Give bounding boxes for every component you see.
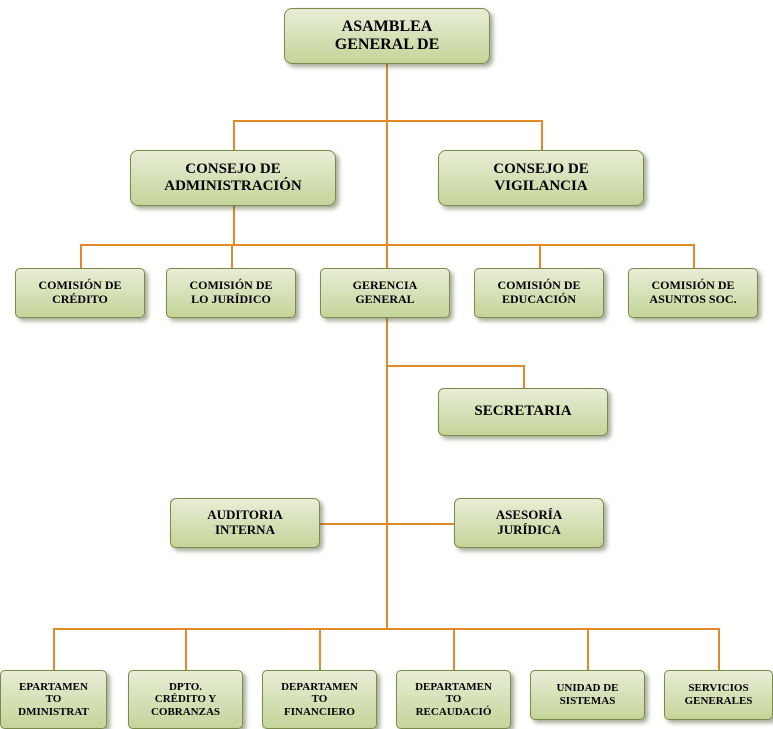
node-consejo_adm: CONSEJO DE ADMINISTRACIÓN [130, 150, 336, 206]
connector [718, 628, 720, 670]
connector [53, 628, 718, 630]
connector [693, 244, 695, 268]
node-label: COMISIÓN DE EDUCACIÓN [497, 279, 580, 307]
connector [587, 628, 589, 670]
node-label: SERVICIOS GENERALES [685, 682, 753, 707]
connector [233, 120, 541, 122]
node-label: COMISIÓN DE CRÉDITO [38, 279, 121, 307]
node-dpto_credito: DPTO. CRÉDITO Y COBRANZAS [128, 670, 243, 729]
node-unidad_sis: UNIDAD DE SISTEMAS [530, 670, 645, 720]
connector [320, 523, 454, 525]
node-dep_rec: DEPARTAMEN TO RECAUDACIÓ [396, 670, 511, 729]
connector [233, 120, 235, 150]
connector [541, 120, 543, 150]
node-label: DEPARTAMEN TO RECAUDACIÓ [415, 681, 492, 719]
connector [453, 628, 455, 670]
node-label: SECRETARIA [474, 403, 571, 420]
node-label: CONSEJO DE ADMINISTRACIÓN [164, 161, 302, 196]
node-dep_admin: EPARTAMEN TO DMINISTRAT [0, 670, 107, 729]
node-label: GERENCIA GENERAL [353, 279, 418, 307]
node-label: DPTO. CRÉDITO Y COBRANZAS [151, 681, 220, 719]
connector [386, 244, 388, 268]
node-label: DEPARTAMEN TO FINANCIERO [281, 681, 358, 719]
connector [80, 244, 82, 268]
connector [319, 628, 321, 670]
node-asamblea: ASAMBLEA GENERAL DE [284, 8, 490, 64]
node-label: CONSEJO DE VIGILANCIA [493, 161, 588, 196]
node-com_juridico: COMISIÓN DE LO JURÍDICO [166, 268, 296, 318]
node-auditoria: AUDITORIA INTERNA [170, 498, 320, 548]
connector [185, 628, 187, 670]
connector [539, 244, 541, 268]
connector [386, 64, 388, 628]
node-serv_gen: SERVICIOS GENERALES [664, 670, 773, 720]
connector [233, 206, 235, 244]
node-label: COMISIÓN DE LO JURÍDICO [189, 279, 272, 307]
node-label: UNIDAD DE SISTEMAS [556, 682, 618, 707]
node-dep_fin: DEPARTAMEN TO FINANCIERO [262, 670, 377, 729]
node-label: ASAMBLEA GENERAL DE [335, 18, 439, 55]
node-gerencia: GERENCIA GENERAL [320, 268, 450, 318]
node-label: AUDITORIA INTERNA [207, 508, 283, 538]
node-consejo_vig: CONSEJO DE VIGILANCIA [438, 150, 644, 206]
node-label: EPARTAMEN TO DMINISTRAT [18, 681, 89, 719]
connector [231, 244, 233, 268]
node-com_educ: COMISIÓN DE EDUCACIÓN [474, 268, 604, 318]
connector [53, 628, 55, 670]
node-label: COMISIÓN DE ASUNTOS SOC. [649, 279, 736, 307]
node-com_asuntos: COMISIÓN DE ASUNTOS SOC. [628, 268, 758, 318]
connector [523, 365, 525, 388]
connector [386, 365, 523, 367]
node-com_credito: COMISIÓN DE CRÉDITO [15, 268, 145, 318]
node-secretaria: SECRETARIA [438, 388, 608, 436]
node-label: ASESORÍA JURÍDICA [496, 508, 562, 538]
node-asesoria: ASESORÍA JURÍDICA [454, 498, 604, 548]
